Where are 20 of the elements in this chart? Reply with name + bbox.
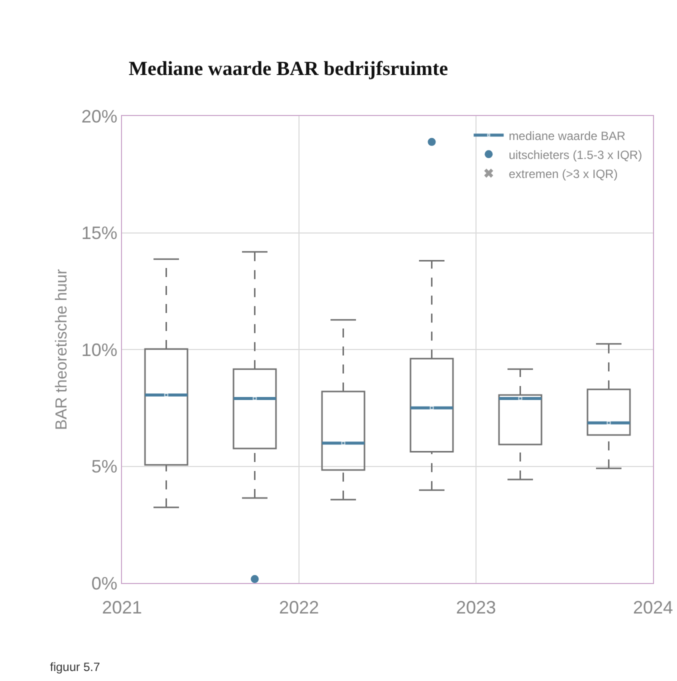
y-tick-label: 10% bbox=[81, 340, 118, 360]
legend-label: extremen (>3 x IQR) bbox=[508, 166, 618, 181]
x-tick-label: 2023 bbox=[456, 598, 496, 618]
y-tick-label: 15% bbox=[81, 223, 118, 244]
chart-title: Mediane waarde BAR bedrijfsruimte bbox=[128, 58, 448, 80]
y-axis-title: BAR theoretische huur bbox=[53, 268, 70, 430]
y-tick-label: 20% bbox=[81, 106, 118, 126]
x-tick-label: 2021 bbox=[102, 598, 142, 618]
text: figuur 5.7 bbox=[50, 660, 100, 674]
point bbox=[430, 406, 434, 410]
point bbox=[606, 420, 611, 425]
y-tick-label: 0% bbox=[91, 573, 118, 594]
x-tick-label: 2022 bbox=[278, 598, 320, 618]
x-tick-label: 2024 bbox=[632, 598, 674, 618]
point bbox=[428, 138, 436, 146]
legend-label: uitschieters (1.5-3 x IQR) bbox=[508, 148, 642, 162]
legend-label: mediane waarde BAR bbox=[508, 128, 626, 143]
y-tick-label: 5% bbox=[91, 456, 118, 477]
point bbox=[250, 575, 259, 584]
point bbox=[341, 441, 346, 446]
